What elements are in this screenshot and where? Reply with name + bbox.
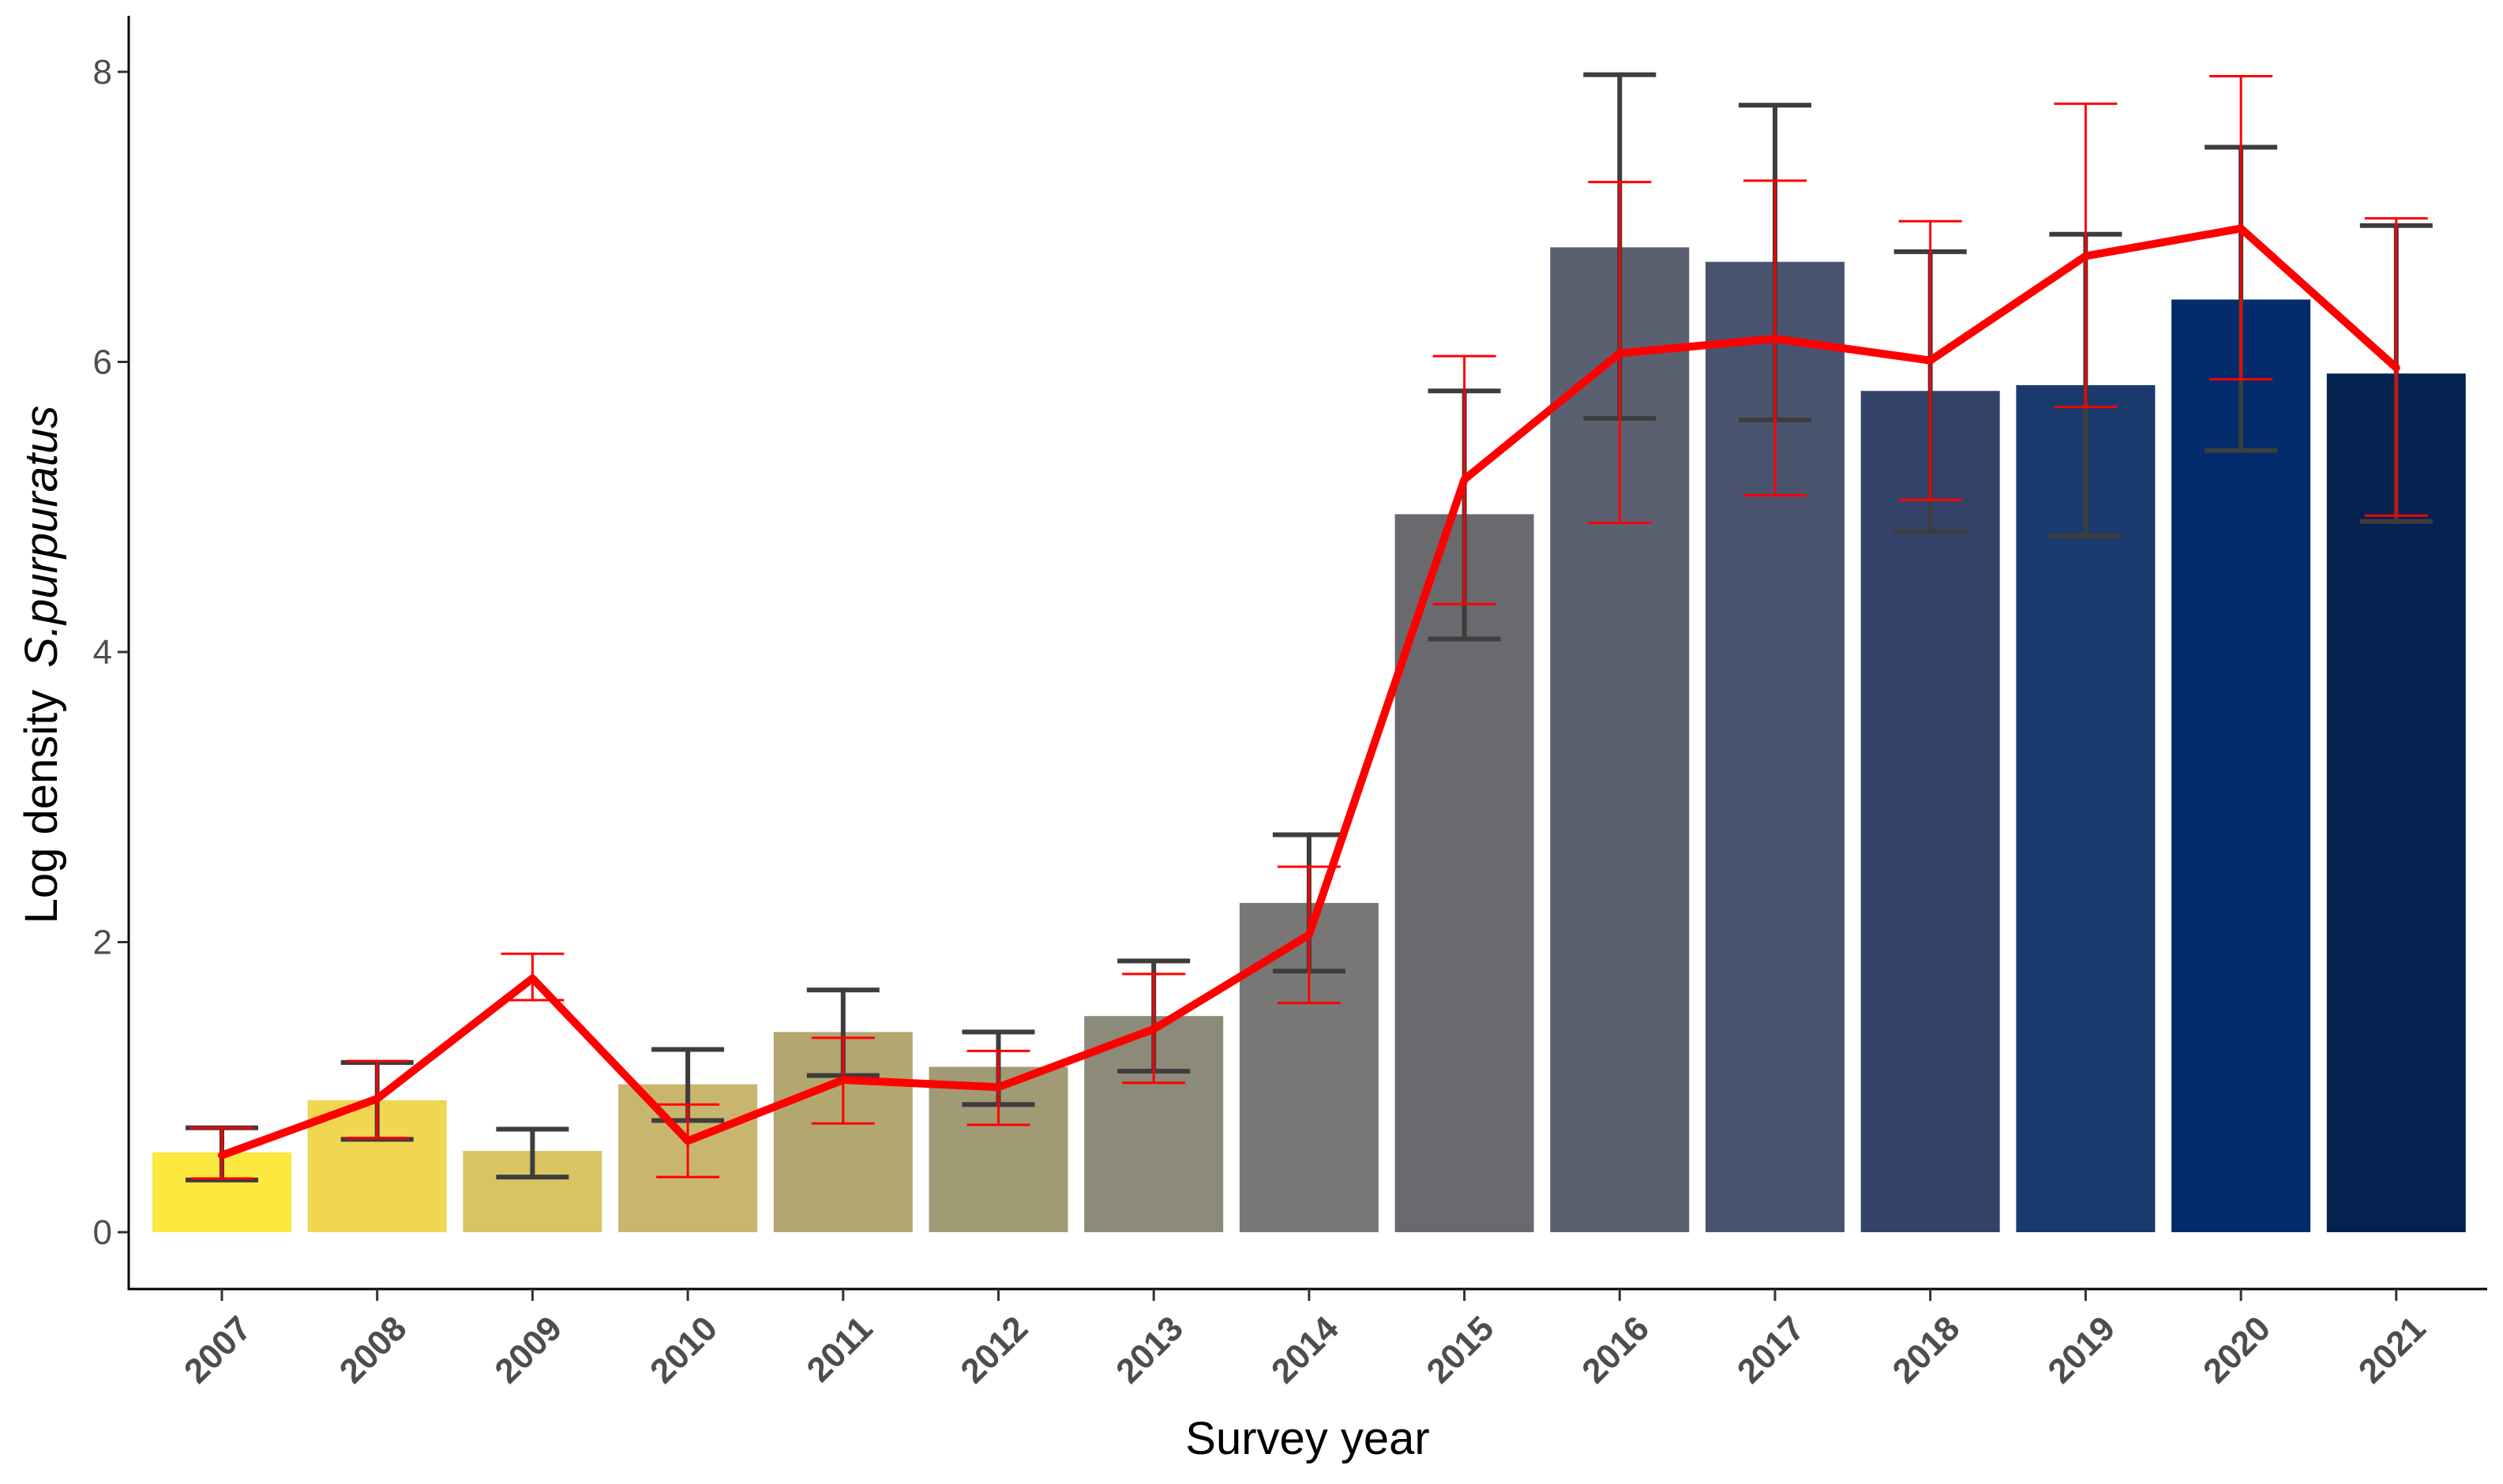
x-tick-label: 2018 (1886, 1309, 1968, 1391)
x-ticks: 2007 2008 2009 2010 2011 2012 2013 2014 2015 2016… (177, 1289, 2434, 1391)
x-tick-label: 2008 (332, 1309, 415, 1391)
line-point-2016 (1619, 352, 1621, 354)
y-axis-title: Log density S.purpuratus (16, 406, 67, 924)
line-point-2018 (1929, 359, 1931, 362)
line-point-2019 (2085, 255, 2087, 257)
bar-error-2009 (496, 1126, 569, 1180)
line-point-2014 (1308, 934, 1310, 936)
x-tick-label: 2010 (643, 1309, 725, 1391)
y-tick-label: 0 (93, 1213, 112, 1252)
line-point-2007 (221, 1154, 223, 1156)
y-ticks: 0 2 4 6 8 (93, 53, 129, 1252)
x-tick-label: 2019 (2040, 1309, 2122, 1391)
line-point-2012 (997, 1086, 1000, 1089)
x-tick-label: 2012 (953, 1309, 1035, 1391)
bar-2020 (2171, 299, 2311, 1232)
line-point-2008 (376, 1097, 378, 1100)
line-point-2017 (1774, 338, 1776, 340)
line-point-2020 (2240, 227, 2242, 230)
line-point-2015 (1463, 478, 1465, 481)
x-tick-label: 2011 (799, 1309, 880, 1389)
x-tick-label: 2007 (177, 1309, 259, 1391)
x-tick-label: 2021 (2351, 1309, 2434, 1391)
line-layer (218, 224, 2400, 1160)
y-tick-label: 4 (93, 633, 112, 672)
y-tick-label: 8 (93, 53, 112, 92)
bars-layer (152, 247, 2466, 1233)
x-tick-label: 2020 (2196, 1309, 2278, 1391)
x-tick-label: 2009 (487, 1309, 569, 1391)
line-point-2021 (2395, 366, 2397, 369)
x-tick-label: 2014 (1264, 1309, 1346, 1391)
x-tick-label: 2017 (1730, 1309, 1812, 1391)
x-axis-title: Survey year (1185, 1413, 1429, 1464)
line-point-2009 (531, 977, 534, 980)
y-tick-label: 2 (93, 924, 112, 962)
y-tick-label: 6 (93, 343, 112, 382)
y-axis-title-prefix: Log density (16, 690, 67, 924)
line-point-2011 (842, 1079, 844, 1081)
y-axis-title-species: S.purpuratus (16, 406, 67, 668)
x-tick-label: 2015 (1420, 1309, 1502, 1391)
x-tick-label: 2013 (1109, 1309, 1191, 1391)
line-point-2010 (687, 1140, 689, 1142)
line-point-2013 (1153, 1028, 1155, 1030)
x-tick-label: 2016 (1574, 1309, 1657, 1391)
